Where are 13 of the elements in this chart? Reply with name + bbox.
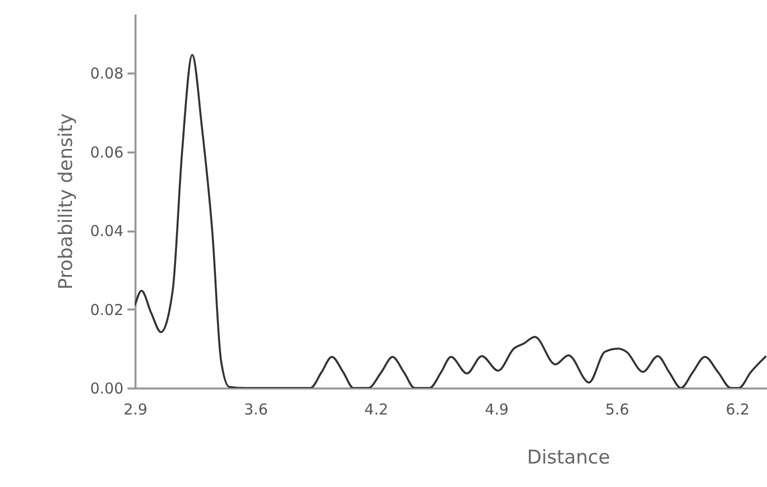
y-tick-label: 0.00 [90,380,124,398]
y-tick-label: 0.04 [90,222,124,240]
x-axis-title: Distance [526,446,610,468]
y-axis-title: Probability density [55,113,78,290]
y-tick-label: 0.02 [90,300,124,319]
x-tick-label: 6.2 [726,400,750,418]
x-tick-label: 4.2 [364,400,388,418]
x-tick-label: 4.9 [484,400,509,418]
x-tick-label: 2.9 [124,400,148,418]
x-tick-label: 3.6 [244,400,268,418]
y-tick-label: 0.06 [90,143,124,162]
x-tick-label: 5.6 [605,400,630,418]
y-tick-label: 0.08 [90,64,124,83]
